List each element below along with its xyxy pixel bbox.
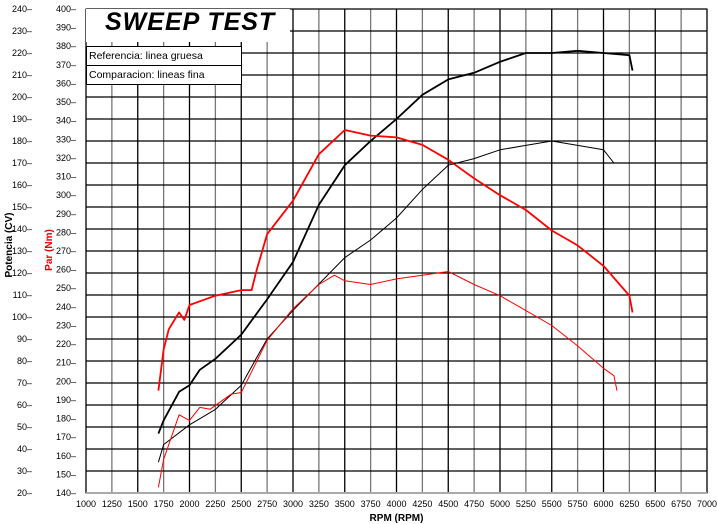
x-tick-label: 6250 bbox=[619, 499, 639, 509]
power-tick-label: 110– bbox=[13, 290, 32, 300]
x-tick-label: 3750 bbox=[361, 499, 381, 509]
power-tick-label: 60– bbox=[17, 400, 32, 410]
torque-tick-label: 360– bbox=[56, 78, 76, 88]
torque-tick-label: 250– bbox=[56, 283, 76, 293]
x-tick-label: 6500 bbox=[645, 499, 665, 509]
legend-reference: Referencia: linea gruesa bbox=[89, 50, 203, 62]
torque-tick-label: 260– bbox=[56, 265, 76, 275]
torque-tick-label: 270– bbox=[56, 246, 76, 256]
torque-reference-line bbox=[157, 129, 634, 391]
x-tick-label: 1500 bbox=[128, 499, 148, 509]
torque-tick-label: 200– bbox=[56, 376, 76, 386]
x-tick-label: 4500 bbox=[438, 499, 458, 509]
power-tick-label: 90– bbox=[17, 334, 32, 344]
torque-comparison-line bbox=[157, 271, 618, 488]
x-tick-label: 3500 bbox=[335, 499, 355, 509]
power-tick-label: 160– bbox=[12, 180, 32, 190]
power-tick-label: 20– bbox=[17, 488, 32, 498]
torque-tick-label: 300– bbox=[56, 190, 76, 200]
power-tick-label: 80– bbox=[17, 356, 32, 366]
torque-tick-label: 280– bbox=[56, 227, 76, 237]
torque-tick-label: 290– bbox=[56, 209, 76, 219]
torque-tick-label: 310– bbox=[56, 172, 76, 182]
x-tick-label: 2250 bbox=[205, 499, 225, 509]
power-comparison-line bbox=[157, 140, 615, 463]
torque-tick-label: 230– bbox=[56, 320, 76, 330]
power-tick-label: 140– bbox=[12, 224, 32, 234]
power-tick-label: 50– bbox=[17, 422, 32, 432]
x-tick-label: 7000 bbox=[697, 499, 717, 509]
x-tick-label: 1000 bbox=[76, 499, 96, 509]
torque-tick-label: 190– bbox=[56, 395, 76, 405]
power-tick-label: 70– bbox=[17, 378, 32, 388]
torque-tick-label: 140– bbox=[56, 488, 76, 498]
chart-title: SWEEP TEST bbox=[105, 8, 276, 36]
x-tick-label: 6750 bbox=[671, 499, 691, 509]
torque-tick-label: 220– bbox=[56, 339, 76, 349]
x-tick-label: 5500 bbox=[542, 499, 562, 509]
power-tick-label: 240– bbox=[12, 4, 32, 14]
torque-tick-label: 380– bbox=[56, 41, 76, 51]
torque-tick-label: 400– bbox=[56, 4, 76, 14]
x-tick-label: 3000 bbox=[283, 499, 303, 509]
power-tick-label: 220– bbox=[12, 48, 32, 58]
torque-tick-label: 210– bbox=[56, 358, 76, 368]
x-tick-label: 4000 bbox=[386, 499, 406, 509]
torque-tick-label: 160– bbox=[56, 451, 76, 461]
power-tick-label: 200– bbox=[12, 92, 32, 102]
power-tick-label: 180– bbox=[12, 136, 32, 146]
power-tick-label: 190– bbox=[12, 114, 32, 124]
torque-tick-label: 240– bbox=[56, 302, 76, 312]
torque-tick-label: 320– bbox=[56, 153, 76, 163]
x-tick-label: 2750 bbox=[257, 499, 277, 509]
torque-axis-label: Par (Nm) bbox=[44, 229, 55, 271]
power-tick-label: 210– bbox=[12, 70, 32, 80]
x-axis-label: RPM (RPM) bbox=[370, 513, 424, 524]
legend: Referencia: linea gruesa Comparacion: li… bbox=[86, 46, 242, 85]
x-tick-label: 4250 bbox=[412, 499, 432, 509]
power-tick-label: 120– bbox=[12, 268, 32, 278]
x-tick-label: 2000 bbox=[179, 499, 199, 509]
torque-tick-label: 180– bbox=[56, 414, 76, 424]
x-tick-label: 1250 bbox=[102, 499, 122, 509]
power-tick-label: 230– bbox=[12, 26, 32, 36]
torque-tick-label: 150– bbox=[56, 469, 76, 479]
power-tick-label: 30– bbox=[17, 466, 32, 476]
torque-tick-label: 350– bbox=[56, 97, 76, 107]
power-tick-label: 170– bbox=[12, 158, 32, 168]
title-box bbox=[86, 9, 290, 42]
x-tick-label: 5000 bbox=[490, 499, 510, 509]
power-reference-line bbox=[157, 49, 634, 434]
x-tick-label: 6000 bbox=[593, 499, 613, 509]
power-tick-label: 130– bbox=[12, 246, 32, 256]
torque-tick-label: 330– bbox=[56, 134, 76, 144]
power-tick-label: 40– bbox=[17, 444, 32, 454]
power-tick-label: 100– bbox=[12, 312, 32, 322]
power-axis-label: Potencia (CV) bbox=[4, 212, 15, 277]
x-tick-label: 5750 bbox=[568, 499, 588, 509]
torque-tick-label: 340– bbox=[56, 116, 76, 126]
x-tick-label: 5250 bbox=[516, 499, 536, 509]
x-tick-label: 1750 bbox=[154, 499, 174, 509]
power-tick-label: 150– bbox=[12, 202, 32, 212]
torque-tick-label: 370– bbox=[56, 60, 76, 70]
torque-tick-label: 170– bbox=[56, 432, 76, 442]
legend-comparison: Comparacion: lineas fina bbox=[87, 65, 241, 84]
torque-tick-label: 390– bbox=[56, 23, 76, 33]
x-tick-label: 3250 bbox=[309, 499, 329, 509]
x-tick-label: 2500 bbox=[231, 499, 251, 509]
x-tick-label: 4750 bbox=[464, 499, 484, 509]
